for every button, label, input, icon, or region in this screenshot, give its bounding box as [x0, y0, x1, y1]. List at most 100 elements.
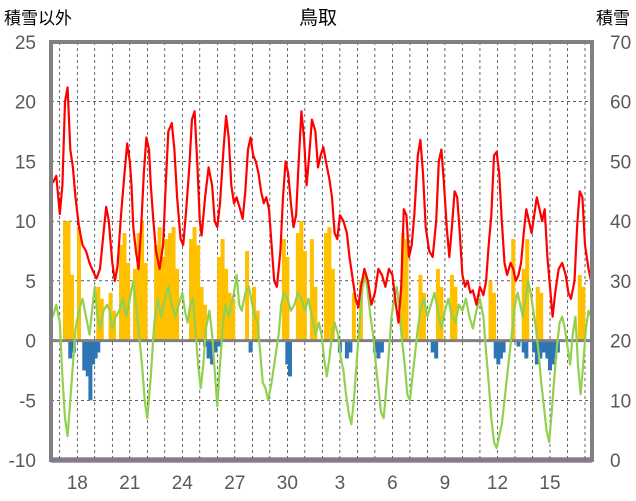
sunshine-bar — [488, 280, 493, 341]
right-tick-label: 20 — [610, 332, 631, 353]
sunshine-bar — [313, 286, 318, 341]
right-tick-label: 70 — [610, 33, 631, 54]
precipitation-bar — [547, 340, 552, 371]
left-tick-label: -5 — [19, 391, 36, 412]
sunshine-bar — [203, 304, 208, 341]
right-axis-title: 積雪 — [596, 9, 630, 28]
sunshine-bar — [323, 233, 328, 341]
precipitation-bar — [538, 340, 543, 359]
sunshine-bar — [421, 292, 426, 341]
sunshine-bar — [453, 286, 458, 341]
left-axis-title: 積雪以外 — [4, 9, 72, 28]
precipitation-bar — [553, 340, 558, 359]
sunshine-bar — [154, 245, 159, 341]
right-y-axis: 70 60 50 40 30 20 10 0 — [610, 33, 631, 472]
sunshine-bar — [327, 227, 332, 341]
x-tick-label: 30 — [277, 473, 298, 494]
precipitation-bar — [93, 340, 98, 359]
sunshine-bar — [122, 233, 127, 341]
precipitation-bar — [501, 340, 506, 353]
sunshine-bar — [539, 292, 544, 341]
x-tick-label: 24 — [172, 473, 194, 494]
sunshine-bar — [511, 239, 516, 341]
plot-frame — [49, 40, 594, 462]
sunshine-bar — [192, 227, 197, 341]
sunshine-bar — [330, 268, 335, 341]
right-tick-label: 10 — [610, 391, 631, 412]
precipitation-bar — [68, 340, 73, 359]
sunshine-bar — [449, 274, 454, 341]
x-tick-label: 27 — [224, 473, 245, 494]
temperature-line — [51, 273, 593, 450]
sunshine-bar — [245, 251, 250, 341]
precipitation-bar — [348, 340, 353, 353]
sunshine-bar — [175, 268, 180, 341]
chart-title: 鳥取 — [299, 7, 337, 29]
left-tick-label: 25 — [15, 33, 36, 54]
x-tick-label: 6 — [387, 473, 398, 494]
precipitation-bar — [524, 340, 529, 359]
sunshine-bar — [126, 262, 131, 341]
x-tick-label: 21 — [119, 473, 140, 494]
sunshine-bar — [70, 274, 75, 341]
right-tick-label: 0 — [610, 451, 621, 472]
precipitation-bar — [541, 340, 546, 353]
sunshine-bar — [535, 286, 540, 341]
x-axis: 18 21 24 27 30 3 6 9 12 15 — [67, 473, 561, 494]
precipitation-bar — [344, 340, 349, 359]
precipitation-bar — [88, 340, 93, 401]
left-tick-label: 20 — [15, 93, 36, 114]
sunshine-bar — [136, 233, 141, 341]
precipitation-bar — [248, 340, 253, 353]
sunshine-bar — [577, 274, 582, 341]
sunshine-bar — [581, 286, 586, 341]
left-tick-label: 5 — [25, 272, 36, 293]
precipitation-bar — [91, 340, 96, 365]
sunshine-bar — [295, 233, 300, 341]
precipitation-bar — [521, 340, 526, 353]
precipitation-bar — [534, 340, 539, 365]
sunshine-bar — [96, 286, 101, 341]
precipitation-bar — [550, 340, 555, 365]
right-tick-label: 50 — [610, 152, 631, 173]
left-tick-label: 0 — [25, 332, 36, 353]
precipitation-bar — [496, 340, 501, 365]
sunshine-bar — [77, 227, 82, 341]
precipitation-bar — [498, 340, 503, 359]
precipitation-bar — [516, 340, 521, 347]
precipitation-bar — [210, 340, 215, 365]
sunshine-bar — [63, 221, 68, 341]
sunshine-bar — [435, 268, 440, 341]
sunshine-bar — [161, 256, 166, 341]
precipitation-bar — [82, 340, 87, 371]
precipitation-bar — [545, 340, 550, 359]
max_temp-line — [51, 86, 593, 324]
precipitation-bar — [493, 340, 498, 359]
sunshine-bar — [309, 239, 314, 341]
sunshine-bar — [157, 227, 162, 341]
x-tick-label: 9 — [440, 473, 451, 494]
sunshine-bar — [404, 239, 409, 341]
sunshine-bar — [143, 262, 148, 341]
right-tick-label: 60 — [610, 93, 631, 114]
x-tick-label: 12 — [487, 473, 508, 494]
sunshine-bar — [217, 256, 222, 341]
precipitation-bar — [206, 340, 211, 359]
sunshine-bar — [119, 245, 124, 341]
left-tick-label: 10 — [15, 212, 36, 233]
sunshine-bar — [351, 292, 356, 341]
sunshine-bar — [220, 239, 225, 341]
x-tick-label: 15 — [539, 473, 560, 494]
right-tick-label: 30 — [610, 272, 631, 293]
precipitation-bar — [434, 340, 439, 359]
gridlines — [51, 42, 592, 460]
precipitation-bar — [430, 340, 435, 353]
precipitation-bar — [376, 340, 381, 359]
precipitation-bar — [96, 340, 101, 353]
precipitation-bar — [213, 340, 218, 353]
x-tick-label: 18 — [67, 473, 88, 494]
sunshine-bar — [439, 286, 444, 341]
sunshine-bar — [196, 245, 201, 341]
sunshine-bar — [281, 239, 286, 341]
x-tick-label: 3 — [335, 473, 346, 494]
